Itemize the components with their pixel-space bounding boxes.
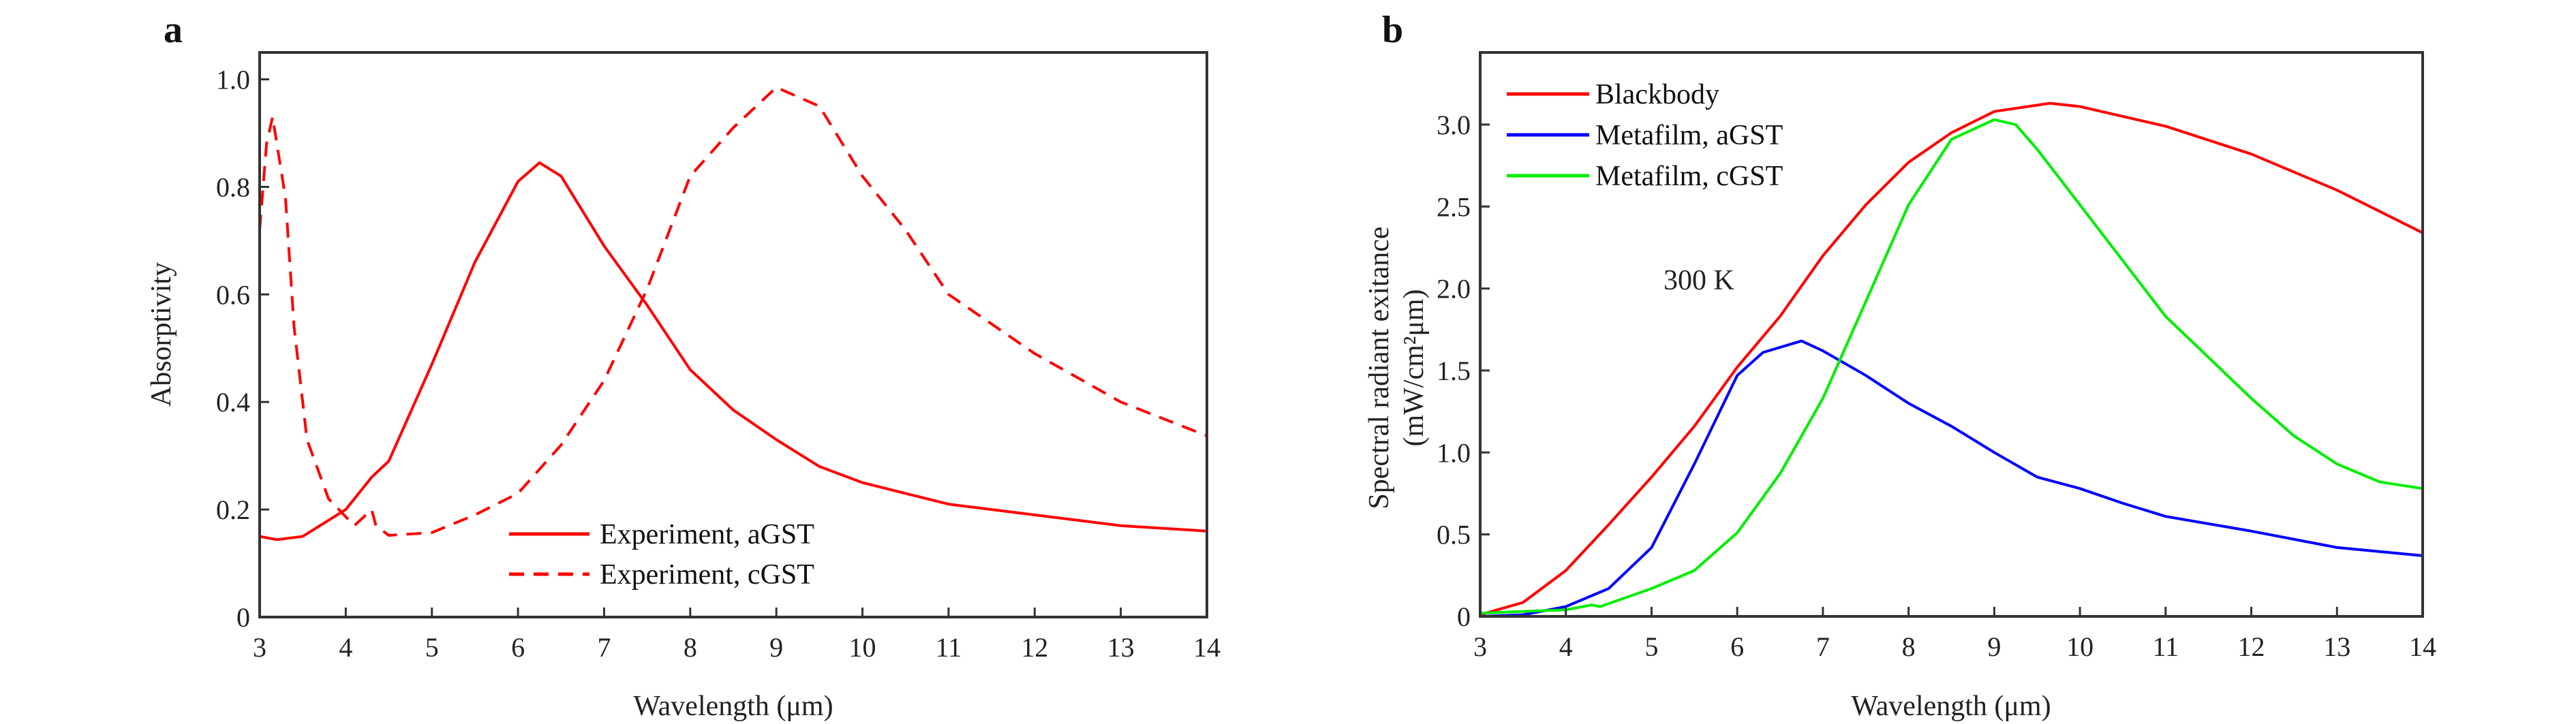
y-tick-label: 1.0 bbox=[1437, 437, 1471, 468]
x-tick-label: 12 bbox=[2238, 631, 2265, 662]
y-tick-label: 0.2 bbox=[216, 494, 250, 525]
series-line-experiment-cgst bbox=[258, 86, 1208, 537]
chart-a-absorptivity: Experiment, aGST Experiment, cGST 3 4 5 6 7 8 9 1… bbox=[216, 51, 1221, 663]
y-tick-label: 1.0 bbox=[216, 64, 250, 95]
legend-entry: Experiment, cGST bbox=[600, 559, 814, 591]
x-tick-label: 13 bbox=[2323, 631, 2350, 662]
x-axis-label-b: Wavelength (μm) bbox=[1851, 691, 2051, 722]
axes-frame bbox=[1479, 51, 2424, 618]
series-line-blackbody bbox=[1479, 101, 2423, 616]
series-line-experiment-agst bbox=[259, 161, 1208, 541]
annotation-300k: 300 K bbox=[1663, 265, 1734, 296]
y-tick-label: 0.5 bbox=[1437, 520, 1471, 550]
x-tick-label: 12 bbox=[1021, 632, 1048, 663]
y-tick-label: 0.8 bbox=[216, 172, 250, 202]
y-tick-label: 3.0 bbox=[1437, 110, 1471, 140]
x-tick-label: 6 bbox=[511, 632, 525, 663]
y-tick-label: 2.0 bbox=[1437, 274, 1471, 304]
x-tick-label: 3 bbox=[1473, 631, 1487, 662]
panel-label-a: a bbox=[164, 9, 183, 51]
x-tick-label: 11 bbox=[936, 632, 962, 663]
x-tick-label: 10 bbox=[849, 632, 876, 663]
y-tick-label: 0.4 bbox=[216, 387, 250, 418]
legend-entry: Experiment, aGST bbox=[600, 519, 814, 550]
x-tick-label: 5 bbox=[425, 632, 439, 663]
x-tick-label: 7 bbox=[1816, 631, 1830, 662]
y-axis-label-a: Absorptivity bbox=[146, 262, 177, 407]
legend-entry: Metafilm, cGST bbox=[1595, 161, 1783, 192]
x-tick-label: 14 bbox=[1193, 632, 1221, 663]
panel-label-b: b bbox=[1382, 9, 1403, 51]
legend-entry: Metafilm, aGST bbox=[1595, 120, 1783, 151]
x-tick-label: 11 bbox=[2153, 631, 2179, 662]
y-tick-label: 0 bbox=[236, 602, 250, 633]
x-tick-label: 4 bbox=[339, 632, 352, 663]
x-tick-label: 5 bbox=[1644, 631, 1658, 662]
legend-entry: Blackbody bbox=[1595, 79, 1719, 110]
series-line-metafilm-cgst bbox=[1479, 118, 2423, 615]
x-tick-label: 13 bbox=[1107, 632, 1135, 663]
y-axis-label-b: Spectral radiant exitance bbox=[1364, 226, 1395, 509]
x-tick-label: 9 bbox=[769, 632, 783, 663]
x-tick-label: 10 bbox=[2066, 631, 2094, 662]
series-line-metafilm-agst bbox=[1479, 339, 2423, 618]
x-tick-label: 3 bbox=[253, 632, 266, 663]
y-tick-label: 2.5 bbox=[1437, 191, 1471, 222]
y-tick-label: 0.6 bbox=[216, 279, 250, 310]
x-tick-label: 14 bbox=[2409, 631, 2436, 662]
y-tick-label: 0 bbox=[1457, 601, 1471, 632]
y-axis-unit-b: (mW/cm²μm) bbox=[1398, 289, 1430, 446]
y-tick-label: 1.5 bbox=[1437, 356, 1471, 386]
x-tick-label: 7 bbox=[597, 632, 611, 663]
x-tick-label: 6 bbox=[1730, 631, 1744, 662]
x-tick-label: 8 bbox=[1902, 631, 1916, 662]
axes-frame bbox=[258, 51, 1208, 618]
x-tick-label: 9 bbox=[1987, 631, 2001, 662]
chart-b-radiant-exitance: Blackbody Metafilm, aGST Metafilm, cGST 3 4 5… bbox=[1437, 51, 2436, 662]
x-tick-label: 4 bbox=[1559, 631, 1573, 662]
x-axis-label-a: Wavelength (μm) bbox=[633, 691, 833, 722]
x-tick-label: 8 bbox=[684, 632, 697, 663]
